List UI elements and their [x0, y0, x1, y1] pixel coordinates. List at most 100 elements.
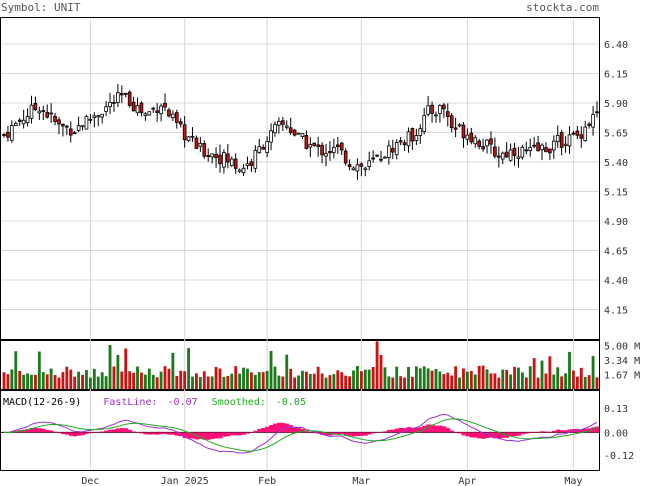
macd-histogram-bar: [567, 429, 572, 433]
candle-body: [367, 160, 372, 168]
volume-bar: [375, 341, 379, 389]
candle-body: [328, 150, 332, 154]
volume-bar: [575, 376, 579, 389]
volume-bar: [183, 371, 187, 389]
candle-body: [6, 131, 10, 138]
candle-body: [375, 154, 379, 157]
macd-histogram-bar: [292, 426, 298, 433]
volume-bar: [438, 371, 442, 389]
macd-histogram-bar: [465, 432, 470, 437]
candle-body: [229, 158, 234, 166]
macd-histogram-bar: [485, 432, 490, 438]
macd-histogram-bar: [45, 429, 50, 433]
candle-body: [13, 122, 18, 127]
macd-histogram-bar: [288, 425, 294, 433]
macd-histogram-bar: [104, 430, 109, 433]
volume-bar: [85, 370, 88, 389]
candle-body: [520, 146, 525, 158]
candle-body: [123, 92, 128, 95]
candle-body: [21, 119, 26, 125]
volume-bar: [304, 371, 308, 389]
macd-fast-line: [3, 413, 598, 454]
macd-histogram-bar: [25, 429, 31, 433]
candle-body: [308, 144, 313, 148]
volume-bar: [77, 371, 81, 389]
volume-tick-label: 1.67 M: [604, 370, 640, 381]
macd-histogram-bar: [57, 432, 62, 434]
macd-histogram-bar: [273, 423, 278, 433]
candle-body: [398, 140, 403, 143]
price-panel: [0, 17, 600, 340]
date-axis: Dec Jan 2025 Feb Mar Apr May: [81, 476, 582, 486]
volume-bar: [481, 365, 485, 389]
volume-bar: [371, 366, 375, 389]
candle-body: [277, 120, 281, 126]
candle-body: [135, 105, 140, 114]
candle-body: [316, 144, 320, 147]
volume-bar: [206, 376, 210, 389]
volume-bar: [96, 376, 100, 389]
candle-body: [536, 142, 540, 152]
macd-histogram-bar: [543, 431, 549, 433]
macd-histogram-bar: [84, 432, 89, 434]
volume-bar: [65, 366, 69, 389]
volume-bar: [485, 369, 489, 389]
volume-bar: [348, 376, 352, 389]
volume-bar: [524, 377, 528, 389]
macd-histogram-bar: [555, 429, 561, 433]
candle-body: [194, 137, 199, 149]
candle-body: [524, 149, 529, 152]
candle-body: [296, 132, 301, 135]
volume-bar: [583, 376, 587, 389]
candle-body: [453, 127, 458, 130]
candle-body: [159, 105, 163, 115]
candle-body: [261, 146, 266, 150]
candle-body: [139, 102, 144, 114]
candle-body: [477, 140, 481, 147]
macd-histogram-bar: [29, 427, 34, 433]
macd-histogram-bar: [500, 432, 506, 439]
macd-histogram-bar: [410, 427, 415, 433]
volume-bar: [544, 373, 548, 389]
macd-histogram-bar: [49, 430, 54, 433]
volume-bar: [308, 373, 312, 389]
volume-bar: [226, 375, 230, 389]
macd-histogram-bar: [257, 428, 262, 433]
macd-histogram-bar: [249, 432, 254, 433]
candle-body: [49, 112, 53, 115]
volume-bar: [136, 366, 139, 389]
volume-bar: [407, 366, 410, 389]
candle-body: [371, 157, 375, 160]
macd-histogram-bar: [182, 432, 188, 439]
volume-bar: [450, 375, 454, 389]
volume-bar: [540, 360, 544, 389]
date-tick-label: Feb: [258, 476, 276, 486]
candle-body: [214, 153, 218, 159]
macd-histogram-bar: [351, 432, 356, 437]
candle-body: [473, 137, 478, 145]
macd-histogram-bar: [280, 422, 286, 433]
macd-histogram-bar: [394, 428, 400, 433]
candle-body: [222, 152, 226, 168]
candle-body: [155, 110, 159, 113]
volume-bar: [536, 377, 540, 389]
macd-histogram-bar: [269, 425, 274, 433]
macd-histogram-bar: [457, 432, 463, 434]
candle-body: [163, 102, 167, 108]
candle-body: [563, 143, 568, 146]
candle-body: [178, 121, 183, 125]
candle-body: [127, 91, 132, 106]
candle-body: [226, 153, 230, 163]
volume-bar: [187, 348, 190, 389]
macd-histogram-bar: [163, 432, 168, 434]
volume-bars: [2, 341, 599, 389]
candle-body: [493, 146, 497, 157]
volume-bar: [269, 350, 273, 389]
volume-bar: [320, 373, 324, 389]
candle-body: [583, 126, 588, 142]
candle-body: [481, 146, 485, 150]
macd-histogram-bar: [386, 429, 392, 433]
volume-bar: [454, 366, 458, 389]
volume-bar: [234, 366, 238, 389]
